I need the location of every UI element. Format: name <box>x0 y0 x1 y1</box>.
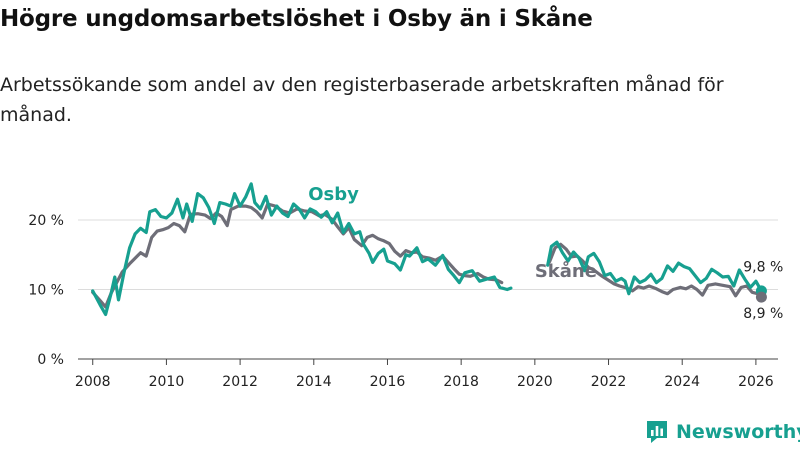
newsworthy-logo-icon <box>647 421 667 443</box>
series-label-skane: Skåne <box>535 260 597 282</box>
brand-name: Newsworthy <box>676 421 800 443</box>
value-label-osby: 9,8 % <box>743 259 783 275</box>
x-tick-label: 2020 <box>517 374 553 390</box>
series-line-osby <box>546 240 763 296</box>
x-tick-label: 2010 <box>149 374 185 390</box>
x-tick-label: 2022 <box>591 374 627 390</box>
y-tick-label: 10 % <box>28 283 64 299</box>
series-line-skane <box>91 202 504 309</box>
chart-subtitle: Arbetssökande som andel av den registerb… <box>0 74 724 126</box>
series-line-osby <box>91 182 513 317</box>
chart-annotations: Osby Skåne 9,8 % 8,9 % <box>308 184 783 322</box>
x-tick-label: 2024 <box>664 374 700 390</box>
series-line-skane <box>548 242 763 299</box>
end-point-skane <box>755 291 767 303</box>
x-tick-label: 2026 <box>738 374 774 390</box>
y-tick-label: 0 % <box>37 352 64 368</box>
series-label-osby: Osby <box>308 184 359 205</box>
gridlines: 0 % 10 % 20 % <box>28 213 778 368</box>
series-lines <box>91 182 767 317</box>
x-tick-label: 2012 <box>222 374 258 390</box>
newsworthy-brand[interactable]: Newsworthy <box>644 419 800 445</box>
x-axis: 2008 2010 2012 2014 2016 2018 2020 2022 2024 2026 <box>75 359 774 390</box>
x-tick-label: 2016 <box>370 374 406 390</box>
x-tick-label: 2018 <box>443 374 479 390</box>
chart-title: Högre ungdomsarbetslöshet i Osby än i Sk… <box>0 6 593 32</box>
x-tick-label: 2014 <box>296 374 332 390</box>
y-tick-label: 20 % <box>28 213 64 229</box>
value-label-skane: 8,9 % <box>743 306 783 322</box>
x-tick-label: 2008 <box>75 374 111 390</box>
